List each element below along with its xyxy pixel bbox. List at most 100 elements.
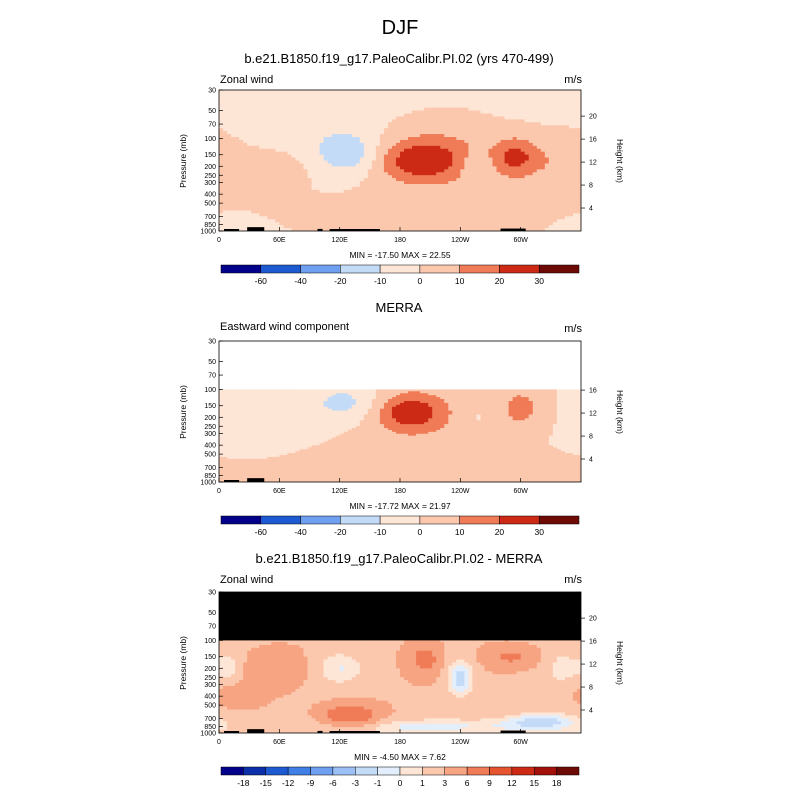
contour-cell bbox=[379, 119, 385, 123]
contour-cell bbox=[460, 145, 465, 150]
contour-cell bbox=[307, 400, 313, 404]
contour-cell bbox=[263, 178, 268, 182]
contour-cell bbox=[524, 142, 530, 147]
contour-cell bbox=[299, 181, 305, 185]
contour-cell bbox=[327, 175, 333, 179]
contour-cell bbox=[255, 125, 260, 129]
contour-cell bbox=[504, 393, 510, 396]
contour-cell bbox=[347, 192, 353, 197]
contour-cell bbox=[319, 397, 325, 400]
contour-cell bbox=[231, 166, 236, 170]
contour-cell bbox=[367, 92, 373, 97]
contour-cell bbox=[355, 95, 361, 100]
contour-cell bbox=[255, 139, 260, 144]
contour-cell bbox=[464, 166, 469, 170]
contour-cell bbox=[391, 134, 397, 138]
contour-cell bbox=[319, 393, 325, 396]
contour-cell bbox=[460, 134, 465, 138]
contour-cell bbox=[504, 92, 510, 97]
contour-cell bbox=[299, 148, 305, 153]
contour-cell bbox=[239, 116, 244, 120]
colorbar-label: -60 bbox=[255, 276, 268, 286]
contour-cell bbox=[295, 198, 301, 203]
contour-cell bbox=[223, 178, 228, 182]
contour-cell bbox=[460, 137, 465, 141]
contour-cell bbox=[379, 169, 385, 173]
contour-cell bbox=[424, 207, 429, 212]
contour-cell bbox=[315, 389, 321, 392]
contour-cell bbox=[323, 122, 329, 126]
contour-cell bbox=[347, 163, 353, 167]
contour-cell bbox=[371, 186, 377, 191]
contour-cell bbox=[404, 189, 409, 194]
contour-cell bbox=[327, 166, 333, 170]
contour-cell bbox=[460, 95, 465, 100]
contour-cell bbox=[311, 389, 317, 392]
contour-cell bbox=[508, 225, 514, 229]
contour-cell bbox=[504, 163, 510, 167]
contour-cell bbox=[323, 189, 329, 194]
contour-cell bbox=[508, 157, 514, 162]
contour-cell bbox=[311, 104, 317, 109]
contour-cell bbox=[452, 178, 457, 182]
contour-cell bbox=[472, 131, 478, 135]
contour-cell bbox=[444, 210, 449, 214]
contour-cell bbox=[408, 198, 413, 203]
contour-cell bbox=[271, 399, 276, 402]
contour-cell bbox=[552, 389, 558, 392]
contour-cell bbox=[311, 395, 317, 398]
contour-cell bbox=[484, 192, 490, 197]
contour-cell bbox=[464, 397, 469, 400]
contour-cell bbox=[428, 157, 433, 162]
contour-cell bbox=[464, 122, 469, 126]
contour-cell bbox=[400, 142, 405, 147]
contour-cell bbox=[564, 397, 570, 400]
contour-cell bbox=[432, 204, 437, 209]
contour-cell bbox=[311, 204, 317, 209]
contour-cell bbox=[452, 116, 457, 120]
contour-cell bbox=[420, 395, 425, 398]
contour-cell bbox=[556, 160, 562, 165]
contour-cell bbox=[267, 134, 272, 138]
contour-cell bbox=[355, 92, 361, 97]
contour-cell bbox=[496, 125, 502, 129]
contour-cell bbox=[255, 110, 260, 115]
contour-cell bbox=[400, 163, 405, 167]
contour-cell bbox=[444, 184, 449, 188]
contour-cell bbox=[408, 207, 413, 212]
contour-cell bbox=[307, 172, 313, 176]
contour-cell bbox=[492, 189, 498, 194]
contour-cell bbox=[536, 148, 542, 153]
contour-cell bbox=[383, 186, 389, 191]
contour-cell bbox=[476, 101, 482, 106]
contour-cell bbox=[416, 131, 421, 135]
contour-cell bbox=[460, 113, 465, 118]
contour-cell bbox=[444, 195, 449, 200]
contour-cell bbox=[424, 219, 429, 223]
contour-cell bbox=[291, 228, 297, 231]
contour-cell bbox=[335, 391, 341, 394]
contour-cell bbox=[287, 134, 292, 138]
contour-cell bbox=[480, 178, 486, 182]
contour-cell bbox=[476, 90, 482, 94]
contour-cell bbox=[400, 207, 405, 212]
contour-cell bbox=[319, 101, 325, 106]
contour-cell bbox=[287, 192, 292, 197]
contour-cell bbox=[379, 222, 385, 226]
contour-cell bbox=[524, 219, 530, 223]
contour-cell bbox=[444, 181, 449, 185]
contour-cell bbox=[251, 210, 256, 214]
contour-cell bbox=[444, 166, 449, 170]
contour-cell bbox=[267, 391, 272, 394]
contour-cell bbox=[500, 207, 506, 212]
contour-cell bbox=[283, 154, 288, 159]
contour-cell bbox=[263, 397, 268, 400]
contour-cell bbox=[319, 189, 325, 194]
contour-cell bbox=[564, 189, 570, 194]
contour-cell bbox=[355, 175, 361, 179]
contour-cell bbox=[227, 172, 232, 176]
contour-cell bbox=[251, 166, 256, 170]
contour-cell bbox=[472, 119, 478, 123]
contour-cell bbox=[251, 201, 256, 206]
contour-cell bbox=[271, 222, 276, 226]
